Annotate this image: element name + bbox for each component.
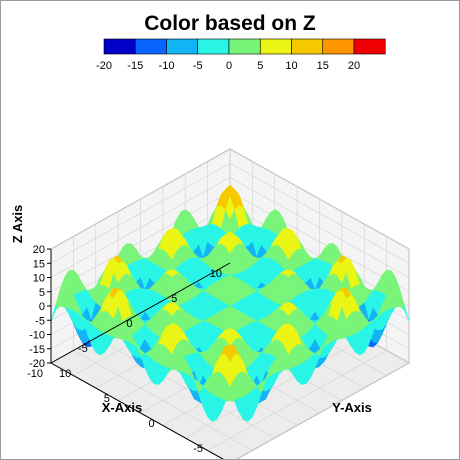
legend-tick-label: 15 bbox=[317, 60, 329, 72]
legend-tick-label: -10 bbox=[159, 60, 175, 72]
z-tick-label: -15 bbox=[29, 344, 45, 356]
gridline bbox=[50, 177, 410, 278]
y-tick-label: 5 bbox=[104, 393, 110, 405]
legend-tick-label: 10 bbox=[285, 60, 297, 72]
z-tick-label: 10 bbox=[33, 273, 45, 285]
legend-tick-label: -15 bbox=[127, 60, 143, 72]
legend-tick-label: -5 bbox=[193, 60, 203, 72]
y-axis-title: Y-Axis bbox=[332, 400, 372, 415]
z-tick-label: -20 bbox=[29, 358, 45, 370]
gridline bbox=[234, 362, 410, 460]
x-tick-label: 0 bbox=[126, 318, 132, 330]
x-tick-label: -10 bbox=[27, 368, 43, 380]
x-tick-label: 5 bbox=[171, 293, 177, 305]
legend-tick-label: -20 bbox=[96, 60, 112, 72]
legend-tick-label: 0 bbox=[226, 60, 232, 72]
z-tick-label: 20 bbox=[33, 244, 45, 256]
y-axis-line bbox=[50, 362, 226, 460]
gridline bbox=[50, 148, 410, 250]
y-tick-label: 0 bbox=[149, 418, 155, 430]
color-legend: -20 -15 -10 -5 0 5 10 15 20 bbox=[96, 38, 386, 72]
x-axis-line bbox=[50, 262, 231, 364]
y-tick-label: -5 bbox=[193, 443, 203, 455]
gridline bbox=[50, 162, 410, 264]
surface-facet bbox=[225, 389, 235, 402]
legend-tick-label: 20 bbox=[348, 60, 360, 72]
chart-title: Color based on Z bbox=[144, 12, 316, 35]
z-tick-label: 0 bbox=[39, 301, 45, 313]
z-tick-label: -10 bbox=[29, 330, 45, 342]
gridline bbox=[207, 350, 387, 451]
gridline bbox=[73, 350, 253, 451]
x-axis-title: X-Axis bbox=[102, 400, 142, 415]
legend-swatch bbox=[353, 38, 386, 55]
z-tick-label: -5 bbox=[35, 315, 45, 327]
surface-plot bbox=[50, 184, 410, 422]
y-tick-label: 10 bbox=[59, 368, 71, 380]
legend-tick-label: 5 bbox=[257, 60, 263, 72]
x-tick-label: 10 bbox=[210, 268, 222, 280]
gridline bbox=[185, 337, 365, 439]
z-tick-label: 15 bbox=[33, 258, 45, 270]
x-tick-label: -5 bbox=[78, 343, 88, 355]
gridline bbox=[95, 337, 275, 439]
z-axis-title: Z Axis bbox=[10, 205, 25, 244]
z-tick-label: 5 bbox=[39, 287, 45, 299]
